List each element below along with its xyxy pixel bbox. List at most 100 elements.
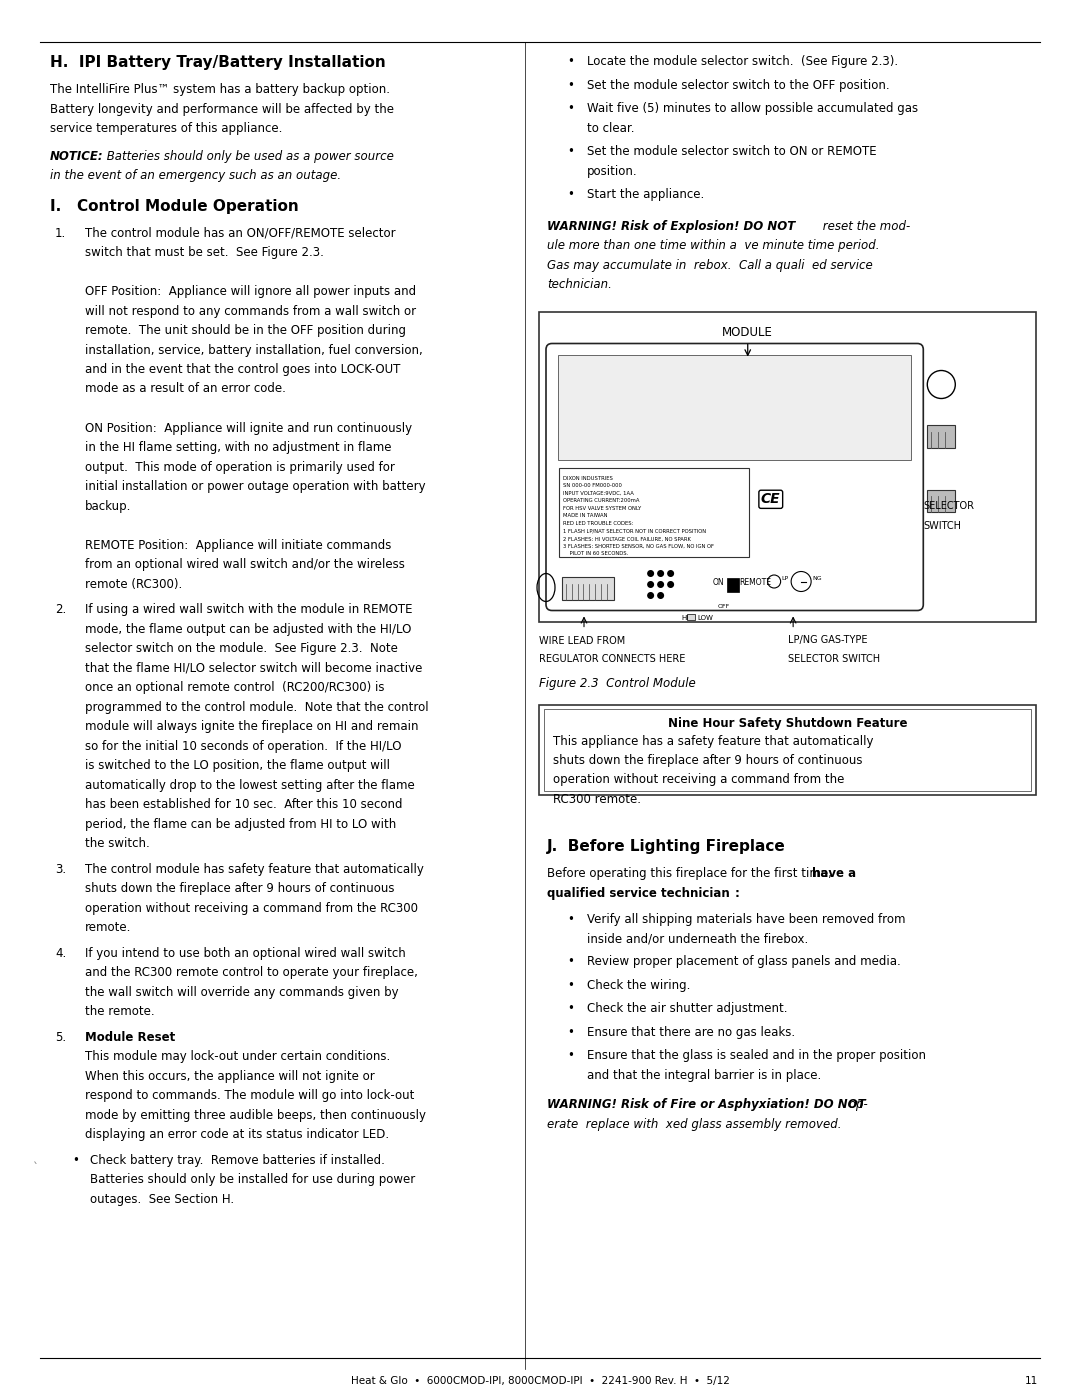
- Bar: [558, 355, 912, 461]
- Text: Wait five (5) minutes to allow possible accumulated gas: Wait five (5) minutes to allow possible …: [588, 102, 918, 115]
- Text: Check the air shutter adjustment.: Check the air shutter adjustment.: [588, 1003, 787, 1016]
- Circle shape: [658, 592, 663, 598]
- Text: •: •: [567, 912, 573, 925]
- Text: •: •: [72, 1154, 79, 1166]
- Text: operation without receiving a command from the RC300: operation without receiving a command fr…: [85, 901, 418, 915]
- Text: in the event of an emergency such as an outage.: in the event of an emergency such as an …: [50, 169, 341, 182]
- Text: 3.: 3.: [55, 862, 66, 876]
- Text: reset the mod-: reset the mod-: [819, 219, 910, 232]
- Text: CE: CE: [761, 492, 781, 506]
- Text: OFF: OFF: [718, 604, 730, 609]
- Text: •: •: [567, 1025, 573, 1039]
- Text: operation without receiving a command from the: operation without receiving a command fr…: [553, 774, 845, 787]
- Text: Ensure that the glass is sealed and in the proper position: Ensure that the glass is sealed and in t…: [588, 1049, 926, 1063]
- Bar: [539, 312, 1036, 622]
- Text: qualified service technician: qualified service technician: [546, 887, 730, 900]
- Text: automatically drop to the lowest setting after the flame: automatically drop to the lowest setting…: [85, 778, 415, 792]
- Text: and the RC300 remote control to operate your fireplace,: and the RC300 remote control to operate …: [85, 965, 418, 979]
- Text: SWITCH: SWITCH: [923, 521, 961, 531]
- Bar: [559, 468, 748, 556]
- Text: RED LED TROUBLE CODES:: RED LED TROUBLE CODES:: [563, 521, 633, 527]
- Text: installation, service, battery installation, fuel conversion,: installation, service, battery installat…: [85, 344, 422, 356]
- Text: that the flame HI/LO selector switch will become inactive: that the flame HI/LO selector switch wil…: [85, 662, 422, 675]
- Text: OPERATING CURRENT:200mA: OPERATING CURRENT:200mA: [563, 499, 639, 503]
- Bar: [562, 577, 615, 599]
- Text: Check battery tray.  Remove batteries if installed.: Check battery tray. Remove batteries if …: [90, 1154, 384, 1166]
- Text: Before operating this fireplace for the first time,: Before operating this fireplace for the …: [546, 868, 836, 880]
- Text: J.  Before Lighting Fireplace: J. Before Lighting Fireplace: [546, 840, 786, 855]
- Text: mode by emitting three audible beeps, then continuously: mode by emitting three audible beeps, th…: [85, 1108, 426, 1122]
- Text: the remote.: the remote.: [85, 1004, 154, 1018]
- Text: shuts down the fireplace after 9 hours of continuous: shuts down the fireplace after 9 hours o…: [553, 754, 863, 767]
- Bar: [727, 577, 739, 591]
- Text: the wall switch will override any commands given by: the wall switch will override any comman…: [85, 985, 399, 999]
- Text: SELECTOR: SELECTOR: [923, 500, 974, 510]
- Text: 2 FLASHES: HI VOLTAGE COIL FAILURE, NO SPARK: 2 FLASHES: HI VOLTAGE COIL FAILURE, NO S…: [563, 536, 691, 541]
- Text: 1 FLASH LP/NAT SELECTOR NOT IN CORRECT POSITION: 1 FLASH LP/NAT SELECTOR NOT IN CORRECT P…: [563, 528, 706, 534]
- Circle shape: [648, 592, 653, 598]
- Text: ON Position:  Appliance will ignite and run continuously: ON Position: Appliance will ignite and r…: [85, 422, 413, 434]
- Text: erate  replace with  xed glass assembly removed.: erate replace with xed glass assembly re…: [546, 1118, 841, 1132]
- Text: •: •: [567, 979, 573, 992]
- Text: Gas may accumulate in  rebox.  Call a quali  ed service: Gas may accumulate in rebox. Call a qual…: [546, 258, 873, 271]
- Bar: [544, 708, 1031, 791]
- Text: •: •: [567, 102, 573, 115]
- Text: This module may lock-out under certain conditions.: This module may lock-out under certain c…: [85, 1051, 390, 1063]
- Text: The control module has safety feature that automatically: The control module has safety feature th…: [85, 862, 423, 876]
- Text: SN 000-00 FM000-000: SN 000-00 FM000-000: [563, 483, 622, 488]
- Text: ON: ON: [713, 577, 725, 587]
- Text: programmed to the control module.  Note that the control: programmed to the control module. Note t…: [85, 700, 429, 714]
- Text: Review proper placement of glass panels and media.: Review proper placement of glass panels …: [588, 956, 901, 968]
- Text: OFF Position:  Appliance will ignore all power inputs and: OFF Position: Appliance will ignore all …: [85, 285, 416, 298]
- Text: HI: HI: [681, 616, 689, 622]
- Text: Nine Hour Safety Shutdown Feature: Nine Hour Safety Shutdown Feature: [667, 717, 907, 729]
- Text: displaying an error code at its status indicator LED.: displaying an error code at its status i…: [85, 1127, 389, 1141]
- Text: Check the wiring.: Check the wiring.: [588, 979, 690, 992]
- Text: •: •: [567, 54, 573, 68]
- Text: If using a wired wall switch with the module in REMOTE: If using a wired wall switch with the mo…: [85, 604, 413, 616]
- Text: Set the module selector switch to ON or REMOTE: Set the module selector switch to ON or …: [588, 145, 877, 158]
- Text: service temperatures of this appliance.: service temperatures of this appliance.: [50, 122, 282, 136]
- Text: Set the module selector switch to the OFF position.: Set the module selector switch to the OF…: [588, 78, 890, 91]
- Text: Locate the module selector switch.  (See Figure 2.3).: Locate the module selector switch. (See …: [588, 54, 899, 68]
- Text: remote (RC300).: remote (RC300).: [85, 577, 183, 591]
- Text: technician.: technician.: [546, 278, 612, 291]
- Text: switch that must be set.  See Figure 2.3.: switch that must be set. See Figure 2.3.: [85, 246, 324, 258]
- Text: SELECTOR SWITCH: SELECTOR SWITCH: [788, 654, 880, 664]
- Text: 2.: 2.: [55, 604, 66, 616]
- Text: The control module has an ON/OFF/REMOTE selector: The control module has an ON/OFF/REMOTE …: [85, 226, 395, 239]
- Text: LP: LP: [781, 576, 788, 581]
- Bar: [928, 489, 956, 511]
- Text: The IntelliFire Plus™ system has a battery backup option.: The IntelliFire Plus™ system has a batte…: [50, 82, 390, 96]
- Text: WIRE LEAD FROM: WIRE LEAD FROM: [539, 636, 625, 645]
- Text: •: •: [567, 956, 573, 968]
- Text: in the HI flame setting, with no adjustment in flame: in the HI flame setting, with no adjustm…: [85, 441, 391, 454]
- Text: so for the initial 10 seconds of operation.  If the HI/LO: so for the initial 10 seconds of operati…: [85, 739, 402, 753]
- Text: position.: position.: [588, 165, 637, 177]
- Text: has been established for 10 sec.  After this 10 second: has been established for 10 sec. After t…: [85, 798, 403, 812]
- Text: will not respond to any commands from a wall switch or: will not respond to any commands from a …: [85, 305, 416, 317]
- Text: 1.: 1.: [55, 226, 66, 239]
- Text: backup.: backup.: [85, 500, 132, 513]
- Text: REMOTE Position:  Appliance will initiate commands: REMOTE Position: Appliance will initiate…: [85, 538, 391, 552]
- Text: MODULE: MODULE: [723, 326, 773, 338]
- Text: This appliance has a safety feature that automatically: This appliance has a safety feature that…: [553, 735, 874, 747]
- Text: from an optional wired wall switch and/or the wireless: from an optional wired wall switch and/o…: [85, 557, 405, 571]
- Text: •: •: [567, 1003, 573, 1016]
- Text: initial installation or power outage operation with battery: initial installation or power outage ope…: [85, 481, 426, 493]
- Text: to clear.: to clear.: [588, 122, 635, 134]
- Text: LOW: LOW: [698, 616, 714, 622]
- Text: LP/NG GAS-TYPE: LP/NG GAS-TYPE: [788, 636, 867, 645]
- Text: remote.  The unit should be in the OFF position during: remote. The unit should be in the OFF po…: [85, 324, 406, 337]
- Text: Battery longevity and performance will be affected by the: Battery longevity and performance will b…: [50, 102, 394, 116]
- Text: selector switch on the module.  See Figure 2.3.  Note: selector switch on the module. See Figur…: [85, 643, 397, 655]
- Text: •: •: [567, 1049, 573, 1063]
- Circle shape: [667, 581, 674, 587]
- Text: Start the appliance.: Start the appliance.: [588, 189, 704, 201]
- Circle shape: [648, 581, 653, 587]
- Text: Batteries should only be installed for use during power: Batteries should only be installed for u…: [90, 1173, 415, 1186]
- Text: 3 FLASHES: SHORTED SENSOR, NO GAS FLOW, NO IGN OF: 3 FLASHES: SHORTED SENSOR, NO GAS FLOW, …: [563, 543, 714, 549]
- Text: •: •: [567, 145, 573, 158]
- Text: WARNING! Risk of Fire or Asphyxiation! DO NOT: WARNING! Risk of Fire or Asphyxiation! D…: [546, 1098, 866, 1112]
- Text: the switch.: the switch.: [85, 837, 150, 849]
